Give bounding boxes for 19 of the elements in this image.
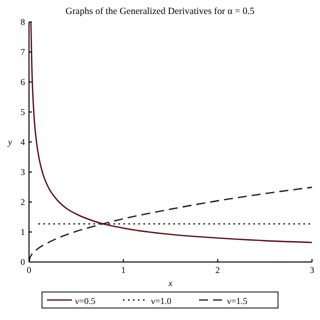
legend-label: ν=1.0	[151, 296, 172, 306]
y-tick-label: 2	[20, 197, 25, 207]
y-tick-label: 8	[20, 17, 26, 27]
y-tick-label: 4	[20, 137, 26, 147]
x-tick-label: 3	[310, 265, 315, 275]
x-tick-label: 1	[121, 265, 126, 275]
y-tick-label: 5	[20, 107, 26, 117]
legend-label: ν=0.5	[75, 296, 96, 306]
y-tick-label: 0	[20, 257, 26, 267]
line-series	[30, 22, 313, 244]
y-tick-label: 7	[20, 47, 26, 57]
x-tick-label: 2	[215, 265, 220, 275]
legend-label: ν=1.5	[227, 296, 248, 306]
y-tick-label: 6	[20, 77, 26, 87]
y-tick-label: 3	[20, 167, 26, 177]
y-axis-title: y	[7, 137, 12, 147]
y-tick-label: 1	[20, 227, 25, 237]
x-axis-title: x	[168, 278, 172, 288]
chart-title: Graphs of the Generalized Derivatives for α = 0.5	[66, 7, 255, 17]
